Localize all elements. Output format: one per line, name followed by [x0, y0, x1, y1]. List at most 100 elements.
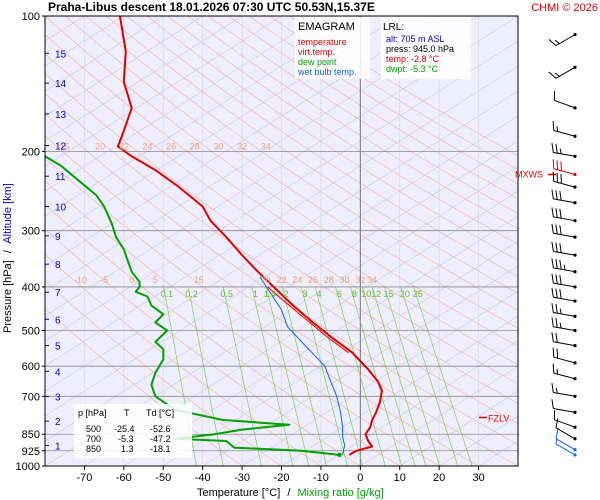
isotherm-label: 22: [119, 141, 129, 151]
wind-barb-base: [573, 328, 577, 333]
altitude-tick-label: 4: [55, 367, 61, 378]
wind-barb-flag: [555, 332, 558, 343]
dry-adiabat-line: [45, 16, 518, 347]
isotherm-label: 22: [276, 275, 286, 285]
fzlv-label: FZLV: [488, 413, 509, 423]
wind-barb-flag: [552, 121, 555, 131]
altitude-tick-label: 13: [55, 110, 67, 121]
chart-title: Praha-Libus descent 18.01.2026 07:30 UTC…: [48, 0, 375, 14]
wind-barb-shaft: [555, 427, 576, 440]
wind-barb-flag: [551, 223, 554, 234]
profile-temperature: [116, 16, 383, 456]
mixing-ratio-label: 2: [284, 289, 289, 299]
wind-barb-flag: [551, 287, 554, 298]
wind-barb-base: [573, 219, 577, 223]
isotherm-label: 20: [95, 141, 105, 151]
x-tick-label: -30: [234, 472, 250, 484]
wind-barb-flag: [555, 259, 558, 269]
legend-wet-bulb: wet bulb temp.: [297, 67, 357, 77]
x-tick-label: 0: [357, 472, 363, 484]
wind-barb-flag: [559, 190, 562, 201]
y-tick-label: 600: [22, 361, 40, 373]
mixing-ratio-label: 1.4: [264, 289, 277, 299]
mixing-ratio-label: 1: [253, 289, 258, 299]
mixing-ratio-label: 20: [400, 289, 410, 299]
wind-barb-base: [573, 425, 577, 429]
wind-barb-base: [573, 185, 577, 189]
wind-barb-half-flag: [556, 126, 559, 132]
isotherm-label: 30: [213, 141, 223, 151]
wind-barb-base: [573, 235, 577, 239]
isotherm-label: 5: [153, 275, 158, 285]
dry-adiabat-line: [65, 16, 518, 329]
isotherm-label: 0: [129, 275, 134, 285]
wind-barb-flag: [559, 275, 562, 285]
isotherm-label: -10: [74, 275, 87, 285]
table-cell-td: -52.6: [150, 424, 171, 434]
y-axis-label-altitude: Altitude [km]: [2, 183, 14, 244]
isotherm-label: 15: [60, 141, 70, 151]
mixing-ratio-label: 3: [303, 289, 308, 299]
wind-barb-flag: [559, 243, 562, 253]
mixing-ratio-line: [300, 286, 348, 466]
altitude-tick-label: 6: [55, 315, 61, 326]
legend-dew-point: dew point: [298, 57, 337, 67]
x-tick-label: -10: [313, 472, 329, 484]
mixing-ratio-line: [314, 286, 364, 466]
table-cell-td: -18.1: [150, 444, 171, 454]
x-axis-label: Temperature [°C]: [197, 487, 280, 499]
lrl-title: LRL:: [383, 22, 404, 33]
x-tick-label: -20: [274, 472, 290, 484]
wind-barb-flag: [555, 317, 558, 328]
wind-barb-flag: [552, 347, 555, 358]
isotherm-label: 15: [194, 275, 204, 285]
table-cell-t: -5.3: [118, 434, 134, 444]
wind-barb-flag: [552, 159, 555, 169]
y-tick-label: 850: [22, 429, 40, 441]
altitude-tick-label: 7: [55, 288, 61, 299]
wind-barb-half-flag: [559, 322, 562, 329]
table-cell-p: 700: [86, 434, 101, 444]
isotherm-label: 26: [308, 275, 318, 285]
x-tick-label: 20: [433, 472, 445, 484]
y-tick-label: 300: [22, 226, 40, 238]
isotherm-label: 28: [190, 141, 200, 151]
mixing-ratio-line: [335, 286, 386, 466]
profile-dew-point: [45, 154, 340, 456]
wind-barb-flag: [552, 171, 555, 182]
wind-barb-base: [573, 134, 577, 138]
mixing-ratio-line: [251, 286, 294, 466]
isotherm-label: -5: [100, 275, 108, 285]
wind-barb-flag: [551, 317, 554, 327]
wind-barb-flag: [548, 38, 557, 47]
wind-barb-flag: [555, 242, 558, 253]
y-axis-separator: /: [2, 249, 14, 253]
isotherm-label: 24: [292, 275, 302, 285]
mixing-ratio-line: [222, 286, 262, 466]
wind-barb-flag: [551, 273, 554, 284]
wind-barb-flag: [551, 241, 554, 252]
mixing-ratio-label: 6: [337, 289, 342, 299]
x-axis-title: Temperature [°C] / Mixing ratio [g/kg]: [197, 487, 384, 499]
wind-barb-shaft: [555, 438, 576, 451]
dry-adiabat-line: [105, 16, 518, 294]
mixing-ratio-line: [384, 286, 440, 466]
credit-text: CHMI © 2026: [531, 2, 598, 14]
isotherm-label: 30: [340, 275, 350, 285]
isotherm-label: 28: [324, 275, 334, 285]
lrl-dewpoint: dwpt: -5.3 °C: [386, 64, 439, 74]
table-cell-t: -25.4: [114, 424, 135, 434]
mxws-label: MXWS: [515, 169, 543, 179]
wind-barb-base: [573, 437, 577, 441]
altitude-tick-label: 8: [55, 260, 61, 271]
altitude-tick-label: 9: [55, 232, 61, 243]
wind-barb-shaft: [553, 408, 576, 413]
wind-barb-flag: [555, 429, 559, 439]
x-axis-separator: /: [287, 487, 291, 499]
mixing-ratio-label: 25: [413, 289, 423, 299]
lrl-pressure: press: 945.0 hPa: [386, 44, 454, 54]
lrl-altitude: alt: 705 m ASL: [386, 34, 445, 44]
wind-barb-shaft: [554, 99, 576, 109]
wind-barb-base: [573, 172, 577, 177]
wind-barb-base: [573, 299, 577, 303]
